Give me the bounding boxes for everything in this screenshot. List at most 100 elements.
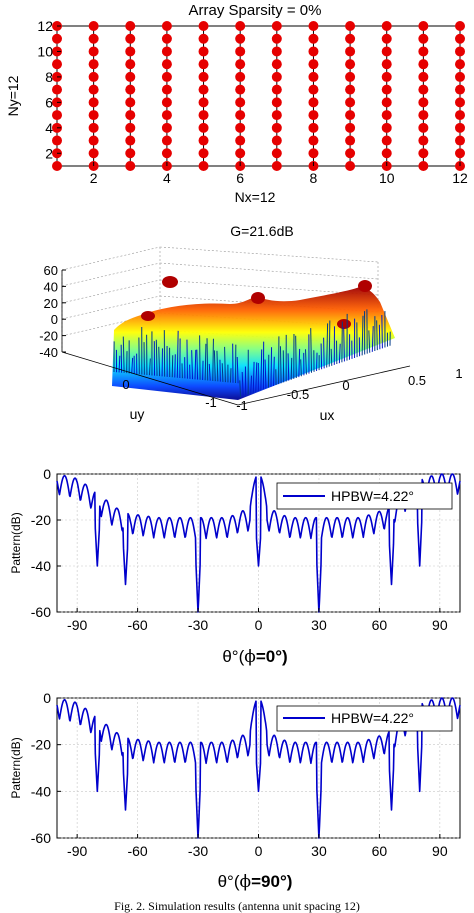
surface-floor-spike — [295, 335, 297, 379]
array-xtick-label: 2 — [90, 170, 98, 186]
array-element-marker — [345, 122, 356, 133]
array-ytick-label: 4 — [45, 120, 53, 136]
array-element-marker — [345, 110, 356, 121]
array-element-marker — [455, 59, 465, 70]
array-element-marker — [161, 84, 172, 95]
array-element-marker — [381, 135, 392, 146]
array-element-marker — [52, 161, 62, 171]
pattern-xtick-label: 30 — [311, 617, 327, 633]
array-element-marker — [235, 71, 246, 82]
array-element-marker — [418, 84, 429, 95]
surface-floor-spike — [236, 357, 239, 384]
pattern-xtick-label: 60 — [372, 843, 388, 859]
surface-floor-spike — [221, 363, 224, 382]
array-xlabel: Nx=12 — [235, 189, 276, 205]
array-element-marker — [455, 122, 465, 133]
array-element-marker — [198, 97, 209, 108]
surface-ux-tick: -1 — [236, 398, 248, 413]
array-element-marker — [345, 84, 356, 95]
array-element-marker — [418, 46, 429, 57]
array-element-marker — [308, 135, 319, 146]
pattern-xtick-label: -30 — [188, 617, 208, 633]
xlabel-phi: ϕ — [240, 872, 252, 892]
surface-floor-spike — [273, 356, 275, 386]
array-xtick-label: 12 — [452, 170, 468, 186]
array-element-marker — [52, 84, 62, 95]
array-element-marker — [235, 148, 246, 159]
pattern-chart-phi0: -90 -60 -30 0 30 60 90 0 -20 -40 -60 HPBW=4.22° Pa… — [9, 466, 461, 667]
pattern-ytick-label: -60 — [31, 604, 51, 620]
array-element-marker — [161, 46, 172, 57]
pattern-ylabel-phi90: Pattern(dB) — [9, 737, 23, 798]
surface-floor-spike — [378, 324, 381, 350]
surface-ztick-label: -40 — [39, 345, 58, 360]
array-element-marker — [418, 148, 429, 159]
array-ytick-label: 6 — [45, 94, 53, 110]
array-element-marker — [161, 59, 172, 70]
surface-uy-label: uy — [130, 406, 145, 422]
surface-floor-spike — [371, 326, 374, 352]
surface-ztick-label: 20 — [44, 296, 58, 311]
surface-ux-tick: 0.5 — [408, 373, 426, 388]
array-element-marker — [308, 148, 319, 159]
array-element-marker — [161, 71, 172, 82]
surface-floor-spike — [326, 323, 329, 368]
array-element-marker — [198, 33, 209, 44]
surface-floor-spike — [213, 350, 216, 382]
array-element-marker — [455, 84, 465, 95]
surface-ztick-label: 60 — [44, 263, 58, 278]
array-element-marker — [235, 84, 246, 95]
array-element-marker — [198, 59, 209, 70]
array-element-marker — [125, 59, 136, 70]
surface-floor-spike — [279, 346, 282, 384]
pattern-xtick-label: 90 — [432, 843, 448, 859]
surface-floor-spike — [255, 362, 258, 392]
legend-label-phi90: HPBW=4.22° — [331, 710, 414, 726]
pattern-series-phi0 — [56, 473, 461, 613]
surface-chart: G=21.6dB — [39, 223, 462, 423]
surface-floor-spike — [361, 315, 364, 356]
array-element-marker — [235, 110, 246, 121]
array-element-marker — [381, 59, 392, 70]
array-element-marker — [235, 59, 246, 70]
array-element-marker — [455, 46, 465, 57]
pattern-ytick-label: -20 — [31, 737, 51, 753]
array-element-marker — [235, 97, 246, 108]
surface-floor-spike — [155, 339, 158, 376]
array-element-marker — [418, 161, 429, 171]
array-element-marker — [161, 135, 172, 146]
array-element-marker — [345, 33, 356, 44]
surface-floor-spike — [212, 338, 214, 381]
pattern-xtick-label: 0 — [255, 843, 263, 859]
array-element-marker — [418, 97, 429, 108]
surface-floor-spike — [208, 363, 211, 381]
array-element-marker — [308, 46, 319, 57]
array-element-marker — [271, 33, 282, 44]
pattern-ylabel-phi0: Pattern(dB) — [9, 512, 23, 573]
pattern-ticks-phi0: -90 -60 -30 0 30 60 90 0 -20 -40 -60 — [31, 466, 448, 633]
array-element-marker — [125, 84, 136, 95]
surface-floor-spike — [287, 353, 290, 381]
array-element-marker — [271, 71, 282, 82]
surface-floor-spike — [241, 371, 244, 397]
array-ytick-label: 8 — [45, 69, 53, 85]
array-element-marker — [308, 71, 319, 82]
surface-floor-spike — [320, 343, 323, 370]
array-element-marker — [198, 21, 209, 31]
surface-floor-spike — [250, 375, 253, 394]
array-element-marker — [271, 110, 282, 121]
array-element-marker — [381, 122, 392, 133]
surface-ux-label: ux — [320, 407, 335, 423]
array-ytick-label: 10 — [37, 43, 53, 59]
surface-floor-spike — [191, 350, 193, 380]
pattern-xtick-label: -60 — [127, 617, 147, 633]
array-element-marker — [88, 46, 99, 57]
array-element-marker — [161, 148, 172, 159]
array-element-marker — [418, 59, 429, 70]
array-element-marker — [235, 33, 246, 44]
pattern-ytick-label: 0 — [43, 690, 51, 706]
array-element-marker — [161, 21, 172, 31]
array-element-marker — [345, 21, 356, 31]
surface-floor-spike — [343, 327, 345, 362]
